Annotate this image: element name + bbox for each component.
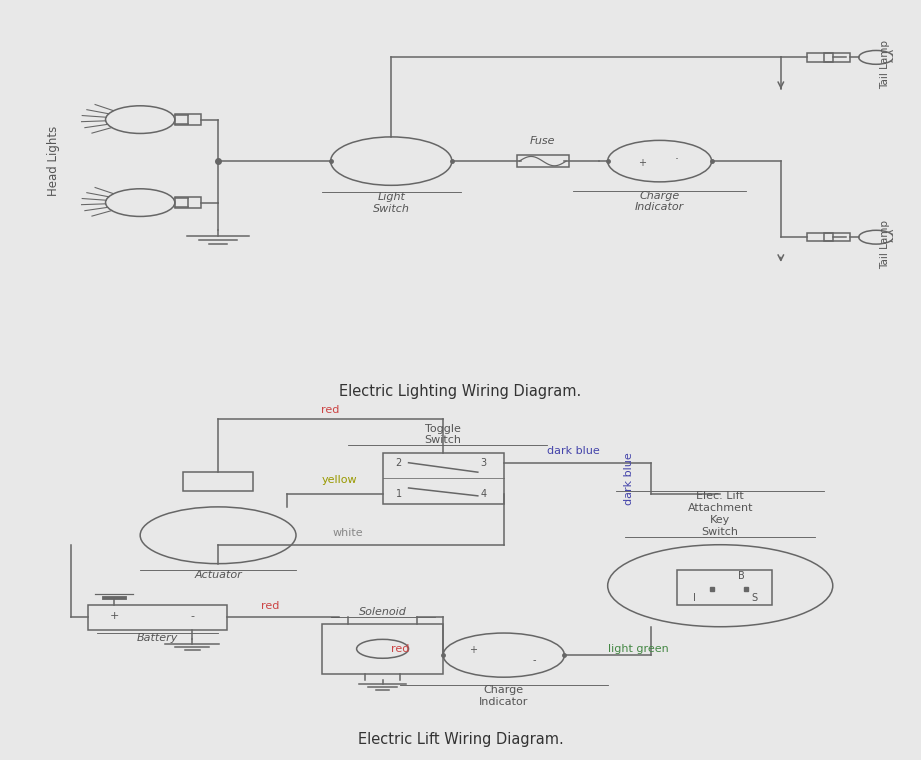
Text: 2: 2 — [395, 458, 402, 467]
Bar — [824, 53, 850, 62]
Bar — [807, 233, 833, 242]
Text: Battery: Battery — [137, 633, 178, 643]
Text: yellow: yellow — [321, 475, 357, 485]
Text: Electric Lighting Wiring Diagram.: Electric Lighting Wiring Diagram. — [339, 384, 582, 399]
Bar — [382, 453, 504, 504]
Text: Charge
Indicator: Charge Indicator — [479, 685, 529, 707]
Text: Electric Lift Wiring Diagram.: Electric Lift Wiring Diagram. — [357, 732, 564, 747]
Bar — [677, 570, 772, 605]
Text: Head Lights: Head Lights — [47, 126, 60, 196]
Text: red: red — [321, 405, 340, 416]
Bar — [183, 472, 252, 491]
Text: 4: 4 — [481, 489, 486, 499]
Text: dark blue: dark blue — [547, 446, 600, 457]
Text: Tail Lamp: Tail Lamp — [880, 40, 890, 89]
Text: Solenoid: Solenoid — [358, 607, 406, 617]
Text: red: red — [391, 644, 409, 654]
Text: Tail Lamp: Tail Lamp — [880, 220, 890, 268]
Bar — [824, 233, 850, 242]
Text: Key
Switch: Key Switch — [702, 515, 739, 537]
Bar — [807, 53, 833, 62]
Text: 3: 3 — [481, 458, 486, 467]
Text: Charge
Indicator: Charge Indicator — [635, 191, 684, 212]
Text: Fuse: Fuse — [530, 135, 555, 146]
Text: dark blue: dark blue — [624, 452, 635, 505]
Bar — [322, 623, 443, 674]
Text: light green: light green — [608, 644, 669, 654]
Bar — [175, 198, 201, 207]
Text: Elec. Lift
Attachment: Elec. Lift Attachment — [687, 491, 753, 513]
Text: ·: · — [675, 153, 679, 166]
Text: 1: 1 — [395, 489, 402, 499]
Text: Toggle
Switch: Toggle Switch — [425, 424, 461, 445]
Bar — [175, 115, 201, 125]
Text: red: red — [261, 601, 279, 611]
Text: B: B — [739, 572, 745, 581]
Bar — [88, 605, 227, 630]
Text: Light
Switch: Light Switch — [373, 192, 410, 214]
Text: white: white — [332, 528, 363, 538]
Bar — [517, 155, 569, 167]
Text: -: - — [190, 611, 194, 621]
Text: S: S — [752, 594, 758, 603]
Text: -: - — [532, 655, 536, 665]
Text: +: + — [110, 611, 119, 621]
Text: +: + — [638, 158, 647, 168]
Text: +: + — [470, 645, 477, 655]
Text: Actuator: Actuator — [194, 570, 242, 580]
Text: I: I — [693, 594, 695, 603]
